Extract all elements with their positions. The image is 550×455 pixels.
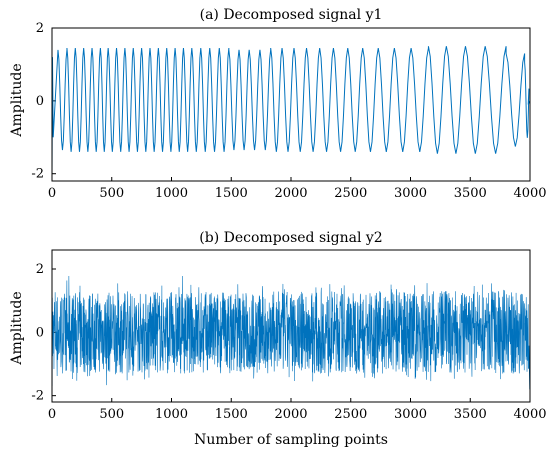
panel-b-ytick-label: -2 [31,389,44,404]
panel-b-xtick-label: 0 [48,407,56,422]
panel-b-ticks: 0 500 1000 1500 2000 2500 3000 3500 4000 -2 0 2 [31,262,546,422]
panel-b-xtick-label: 3500 [454,407,487,422]
panel-a-xtick-label: 2000 [274,186,307,201]
panel-b-ytick-label: 0 [36,325,44,340]
panel-b-xtick-label: 500 [99,407,124,422]
panel-b-xtick-label: 4000 [513,407,546,422]
panel-b-xlabel: Number of sampling points [194,432,388,448]
panel-b-xtick-label: 3000 [394,407,427,422]
panel-a-series-line [51,46,531,178]
panel-b-ylabel: Amplitude [9,291,25,365]
panel-a-xtick-label: 1500 [215,186,248,201]
panel-b-frame [51,249,531,403]
panel-a-xtick-label: 0 [48,186,56,201]
panel-a-xtick-label: 3000 [394,186,427,201]
panel-b-ytick-label: 2 [36,262,44,277]
panel-b-title: (b) Decomposed signal y2 [199,230,382,246]
panel-a-xtick-label: 500 [99,186,124,201]
panel-a-xtick-label: 3500 [454,186,487,201]
panel-b-xtick-label: 1000 [155,407,188,422]
panel-a-xtick-label: 4000 [513,186,546,201]
panel-a-ytick-label: 2 [36,21,44,36]
panel-a-ticks: 0 500 1000 1500 2000 2500 3000 3500 4000 -2 0 2 [31,21,546,201]
panel-b-xtick-label: 2500 [334,407,367,422]
panel-a-ytick-label: 0 [36,94,44,109]
panel-a-xtick-label: 2500 [334,186,367,201]
panel-a: (a) Decomposed signal y1 Amplitude 0 500 1… [9,7,547,201]
panel-a-frame [51,27,531,182]
panel-b-series-line [51,253,531,390]
panel-b-xtick-label: 1500 [215,407,248,422]
panel-a-title: (a) Decomposed signal y1 [200,7,383,23]
panel-a-ylabel: Amplitude [9,63,25,137]
panel-b-xtick-label: 2000 [274,407,307,422]
panel-b: (b) Decomposed signal y2 Amplitude 0 500 1… [9,230,547,448]
panel-a-ytick-label: -2 [31,167,44,182]
panel-a-xtick-label: 1000 [155,186,188,201]
